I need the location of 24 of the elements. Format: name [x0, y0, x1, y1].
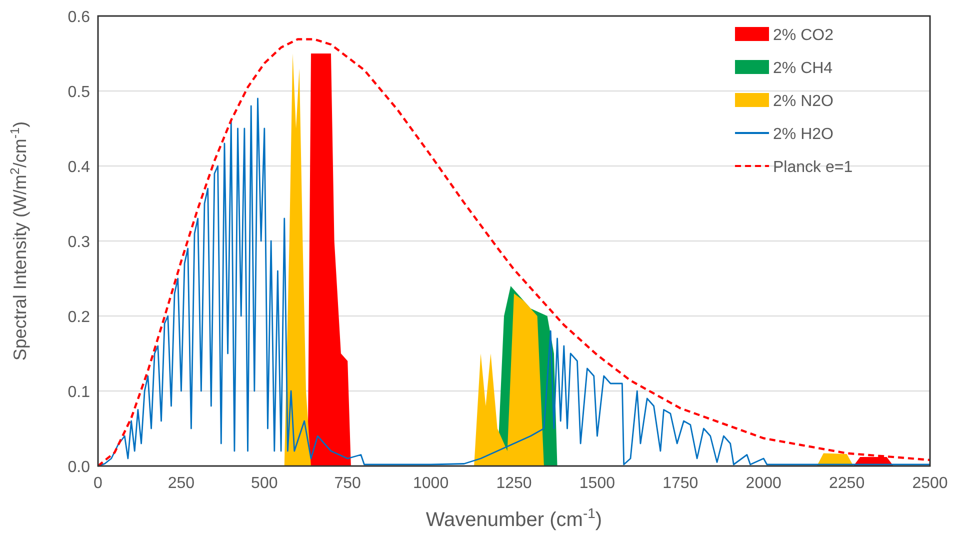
y-tick-label: 0.3	[68, 234, 90, 251]
legend-label: 2% CO2	[773, 27, 834, 44]
y-tick-label: 0.4	[68, 159, 90, 176]
y-tick-label: 0.6	[68, 9, 90, 26]
y-tick-label: 0.0	[68, 459, 90, 476]
x-tick-label: 1500	[579, 475, 616, 492]
x-tick-label: 0	[94, 475, 103, 492]
y-tick-label: 0.2	[68, 309, 90, 326]
legend-label: 2% CH4	[773, 60, 833, 77]
y-tick-label: 0.5	[68, 84, 90, 101]
y-tick-label: 0.1	[68, 384, 90, 401]
legend-label: Planck e=1	[773, 159, 853, 176]
x-tick-label: 2250	[829, 475, 865, 492]
legend-label: 2% H2O	[773, 126, 834, 143]
x-tick-label: 2000	[746, 475, 782, 492]
x-tick-label: 1750	[662, 475, 698, 492]
x-tick-label: 750	[334, 475, 362, 492]
x-tick-label: 2500	[912, 475, 948, 492]
x-tick-label: 250	[168, 475, 195, 492]
x-tick-label: 500	[251, 475, 278, 492]
x-tick-label: 1000	[413, 475, 449, 492]
x-axis-title: Wavenumber (cm$^{-1}$)	[426, 505, 602, 531]
legend-label: 2% N2O	[773, 93, 834, 110]
x-tick-label: 1250	[496, 475, 532, 492]
